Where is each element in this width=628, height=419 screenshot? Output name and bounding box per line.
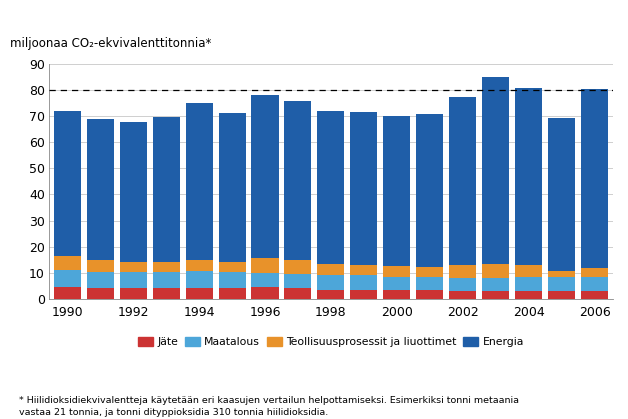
Bar [185,288,212,299]
Bar [53,111,81,256]
Bar [482,278,509,291]
Bar [119,272,147,288]
Bar [515,277,542,291]
Bar [350,112,377,265]
Bar [317,264,344,275]
Bar [482,264,509,278]
Bar [317,290,344,299]
Bar [87,260,114,272]
Bar [87,288,114,299]
Bar [482,77,509,264]
Bar [515,265,542,277]
Bar [581,292,608,299]
Bar [185,260,212,272]
Bar [383,266,410,277]
Bar [416,277,443,290]
Text: * Hiilidioksidiekvivalentteja käytetään eri kaasujen vertailun helpottamiseksi. : * Hiilidioksidiekvivalentteja käytetään … [19,396,519,417]
Bar [53,287,81,299]
Bar [53,256,81,270]
Bar [153,272,180,288]
Bar [350,275,377,290]
Bar [317,111,344,264]
Bar [185,272,212,288]
Bar [153,288,180,299]
Bar [449,291,476,299]
Bar [383,277,410,290]
Bar [416,114,443,267]
Bar [581,89,608,268]
Bar [548,277,575,292]
Bar [284,274,311,288]
Bar [153,262,180,272]
Bar [548,292,575,299]
Bar [185,103,212,260]
Bar [251,96,278,259]
Bar [284,101,311,260]
Bar [548,271,575,277]
Bar [284,288,311,299]
Bar [119,262,147,272]
Bar [515,88,542,265]
Bar [350,290,377,299]
Bar [383,290,410,299]
Bar [219,262,246,272]
Bar [53,270,81,287]
Bar [449,265,476,278]
Bar [581,268,608,277]
Bar [482,291,509,299]
Bar [284,260,311,274]
Bar [219,113,246,262]
Bar [153,117,180,262]
Bar [515,291,542,299]
Bar [548,118,575,271]
Bar [219,288,246,299]
Bar [581,277,608,292]
Bar [317,275,344,290]
Bar [251,287,278,299]
Bar [416,290,443,299]
Bar [251,259,278,273]
Bar [87,119,114,260]
Bar [416,267,443,277]
Legend: Jäte, Maatalous, Teollisuusprosessit ja liuottimet, Energia: Jäte, Maatalous, Teollisuusprosessit ja … [134,332,528,352]
Bar [119,288,147,299]
Bar [383,116,410,266]
Bar [251,273,278,287]
Bar [449,278,476,291]
Bar [219,272,246,288]
Text: miljoonaa CO₂-ekvivalenttitonnia*: miljoonaa CO₂-ekvivalenttitonnia* [9,37,211,50]
Bar [87,272,114,288]
Bar [119,122,147,262]
Bar [350,265,377,275]
Bar [449,97,476,265]
